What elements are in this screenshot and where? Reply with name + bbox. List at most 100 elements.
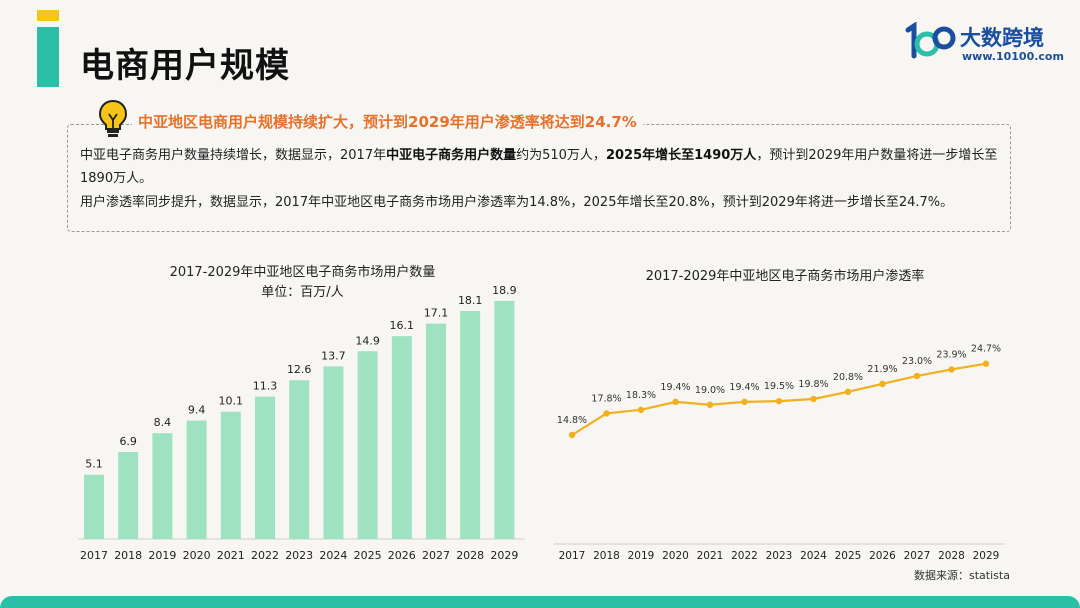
point-2023 [775,397,783,405]
bottom-band [0,596,1080,608]
bar-2019 [152,433,173,539]
bar-data-label: 11.3 [253,380,278,393]
logo-mark-icon [905,22,956,59]
bar-data-label: 18.1 [458,294,483,307]
line-x-tick-label: 2029 [973,550,1000,562]
line-data-label: 20.8% [833,372,863,383]
decor-bar-teal [37,27,59,87]
bar-x-tick-label: 2027 [422,549,450,562]
brand-logo: 大数跨境 www.10100.com [902,20,1064,68]
bar-x-tick-label: 2018 [114,549,142,562]
line-data-label: 23.0% [902,356,932,367]
bar-chart-title: 2017-2029年中亚地区电子商务市场用户数量 [169,265,436,280]
bar-2017 [84,474,104,539]
line-data-label: 24.7% [971,344,1001,355]
point-2024 [810,395,817,403]
summary-headline: 中亚地区电商用户规模持续扩大，预计到2029年用户渗透率将达到24.7% [132,111,643,132]
bar-2026 [391,336,412,539]
logo-url: www.10100.com [962,50,1064,63]
bar-2018 [118,452,139,539]
bar-data-label: 17.1 [424,307,449,320]
line-x-tick-label: 2026 [869,550,896,562]
bar-2024 [323,366,344,539]
bar-2025 [357,351,378,539]
bar-x-tick-label: 2025 [354,549,382,562]
summary-paragraph-users: 中亚电子商务用户数量持续增长，数据显示，2017年中亚电子商务用户数量约为510… [80,144,1005,190]
bar-x-tick-label: 2024 [319,549,347,562]
point-2029 [982,360,990,367]
line-chart-title: 2017-2029年中亚地区电子商务市场用户渗透率 [645,269,925,284]
line-data-label: 19.0% [695,385,725,396]
bar-data-label: 16.1 [390,319,415,332]
bar-2022 [255,396,275,539]
line-x-tick-label: 2020 [662,550,689,562]
line-data-label: 19.8% [798,379,828,390]
bar-data-label: 8.4 [154,416,172,429]
bar-x-tick-label: 2021 [217,549,245,562]
users-bar-chart: 2017-2029年中亚地区电子商务市场用户数量 单位：百万/人 5.1 2017… [70,255,535,570]
line-x-tick-label: 2018 [593,550,620,562]
bar-x-tick-label: 2019 [148,549,176,562]
line-chart-plot: 14.8% 2017 17.8% 2018 18.3% 2019 19.4% 2020 19.0… [554,344,1005,562]
bar-x-tick-label: 2026 [388,549,416,562]
summary-paragraph-penetration: 用户渗透率同步提升，数据显示，2017年中亚地区电子商务市场用户渗透率为14.8… [80,195,954,210]
para1-segment: ，预计到2029年用户数量将进一步增长至1890万人。 [80,148,998,186]
line-data-label: 19.4% [660,382,690,393]
bar-x-tick-label: 2020 [183,549,211,562]
penetration-line-chart: 2017-2029年中亚地区电子商务市场用户渗透率 14.8% 2017 17.8%… [550,255,1020,585]
point-2027 [913,372,921,380]
line-data-label: 23.9% [936,349,966,360]
bar-x-tick-label: 2028 [456,549,484,562]
line-data-label: 21.9% [867,364,897,375]
point-2018 [603,410,610,417]
bar-chart-plot: 5.1 2017 6.9 2018 8.4 2019 9.4 2020 10.1 2021 11.3… [78,284,525,562]
bar-x-tick-label: 2023 [285,549,313,562]
bar-data-label: 12.6 [287,363,312,376]
point-2026 [879,380,886,388]
page-title: 电商用户规模 [80,46,290,86]
line-x-tick-label: 2017 [559,550,586,562]
decor-bar-yellow [37,10,59,21]
para1-segment: 中亚电子商务用户数量持续增长，数据显示，2017年 [80,148,387,163]
line-x-tick-label: 2028 [938,550,965,562]
bar-data-label: 14.9 [355,334,380,347]
bar-2020 [186,420,207,539]
bar-2029 [494,300,515,539]
bar-2027 [426,323,446,539]
bar-data-label: 18.9 [492,284,517,297]
bar-chart-subtitle: 单位：百万/人 [261,285,344,300]
point-2020 [672,398,679,406]
bar-x-tick-label: 2029 [490,549,518,562]
bar-data-label: 13.7 [321,349,346,362]
line-x-tick-label: 2023 [766,550,793,562]
point-2022 [741,398,748,406]
line-x-tick-label: 2024 [800,550,827,562]
line-x-tick-label: 2022 [731,550,758,562]
bar-2021 [220,411,241,539]
line-data-label: 19.4% [729,382,759,393]
point-2019 [637,406,645,413]
point-2025 [844,388,852,395]
point-2017 [568,431,576,439]
lightbulb-icon [98,99,128,137]
bar-x-tick-label: 2022 [251,549,279,562]
para1-segment: 约为510万人， [516,148,606,163]
line-x-tick-label: 2027 [904,550,931,562]
bar-2023 [289,380,310,539]
bar-data-label: 10.1 [219,395,244,408]
line-x-tick-label: 2021 [697,550,724,562]
point-2028 [948,366,955,373]
bar-2028 [460,310,481,539]
para1-segment-bold: 2025年增长至1490万人 [605,148,757,163]
line-data-label: 19.5% [764,381,794,392]
bar-x-tick-label: 2017 [80,549,108,562]
line-data-label: 18.3% [626,390,656,401]
line-data-label: 14.8% [557,415,587,426]
para1-segment-bold: 中亚电子商务用户数量 [386,148,517,163]
bar-data-label: 9.4 [188,404,206,417]
line-x-tick-label: 2025 [835,550,862,562]
logo-name: 大数跨境 [960,26,1044,50]
data-source: 数据来源：statista [914,569,1010,582]
line-data-label: 17.8% [591,393,621,404]
bar-data-label: 5.1 [85,458,103,471]
